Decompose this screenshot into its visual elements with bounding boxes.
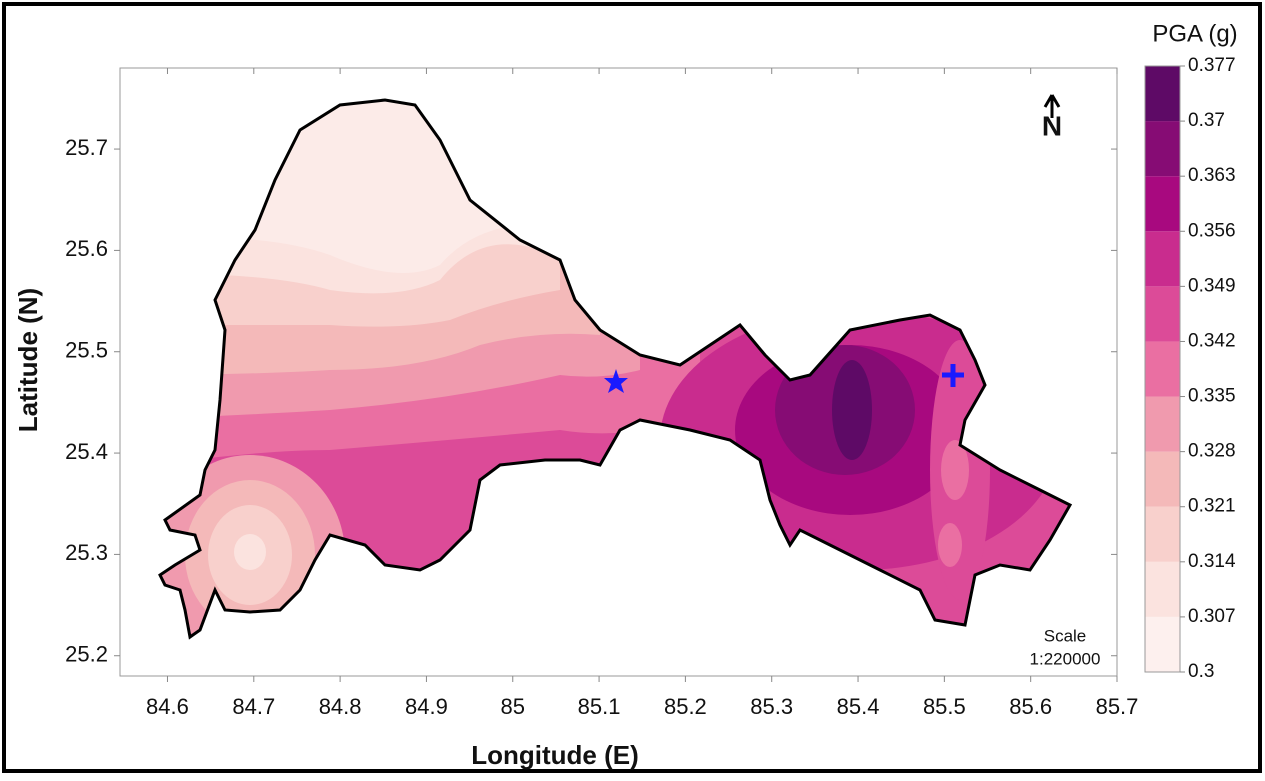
- y-tick-label: 25.3: [65, 540, 108, 565]
- x-tick-label: 85.7: [1096, 694, 1139, 719]
- colorbar-frame: [1144, 65, 1181, 673]
- colorbar-tick-label: 0.328: [1188, 441, 1236, 462]
- colorbar-band: [1145, 561, 1180, 617]
- colorbar-tick-label: 0.349: [1188, 275, 1236, 296]
- x-tick-label: 85.1: [578, 694, 621, 719]
- colorbar-band: [1145, 396, 1180, 452]
- colorbar-tick-label: 0.356: [1188, 220, 1236, 241]
- colorbar-tick-label: 0.363: [1188, 165, 1236, 186]
- colorbar-band: [1145, 231, 1180, 287]
- x-tick-label: 85.2: [664, 694, 707, 719]
- y-tick-label: 25.6: [65, 236, 108, 261]
- colorbar-tick-label: 0.321: [1188, 496, 1236, 517]
- y-tick-label: 25.4: [65, 439, 108, 464]
- colorbar-tick-label: 0.37: [1188, 110, 1225, 131]
- epicenter-star: [604, 369, 628, 393]
- x-tick-label: 84.6: [146, 694, 189, 719]
- x-axis-label: Longitude (E): [471, 740, 639, 770]
- colorbar-tick-label: 0.314: [1188, 551, 1236, 572]
- colorbar-tick-label: 0.3: [1188, 661, 1214, 682]
- contour-band: [938, 523, 962, 567]
- colorbar-band: [1145, 176, 1180, 232]
- y-axis-label: Latitude (N): [13, 288, 43, 432]
- colorbar-band: [1145, 286, 1180, 342]
- contour-band: [941, 440, 969, 500]
- x-tick-label: 84.7: [232, 694, 275, 719]
- colorbar-tick-label: 0.335: [1188, 386, 1236, 407]
- contour-band: [234, 534, 266, 570]
- colorbar-tick-label: 0.377: [1188, 55, 1236, 76]
- colorbar-tick-label: 0.342: [1188, 330, 1236, 351]
- north-arrow: [1043, 94, 1061, 118]
- x-tick-label: 84.8: [319, 694, 362, 719]
- y-tick-label: 25.2: [65, 642, 108, 667]
- y-tick-label: 25.7: [65, 135, 108, 160]
- colorbar-band: [1145, 66, 1180, 122]
- x-tick-label: 85.3: [750, 694, 793, 719]
- scale-value: 1:220000: [1030, 649, 1101, 668]
- contour-band: [832, 360, 872, 460]
- scale-label: Scale: [1044, 626, 1087, 645]
- north-label: N: [1042, 110, 1062, 141]
- colorbar-band: [1145, 451, 1180, 507]
- x-tick-label: 85: [501, 694, 525, 719]
- colorbar-title: PGA (g): [1152, 20, 1237, 47]
- colorbar-band: [1145, 341, 1180, 397]
- x-tick-label: 85.4: [837, 694, 880, 719]
- x-tick-label: 85.6: [1009, 694, 1052, 719]
- colorbar-band: [1145, 121, 1180, 177]
- colorbar-tick-label: 0.307: [1188, 606, 1236, 627]
- site-cross: [942, 364, 964, 387]
- x-tick-label: 84.9: [405, 694, 448, 719]
- y-tick-label: 25.5: [65, 338, 108, 363]
- colorbar-band: [1145, 616, 1180, 672]
- colorbar-band: [1145, 506, 1180, 562]
- x-tick-label: 85.5: [923, 694, 966, 719]
